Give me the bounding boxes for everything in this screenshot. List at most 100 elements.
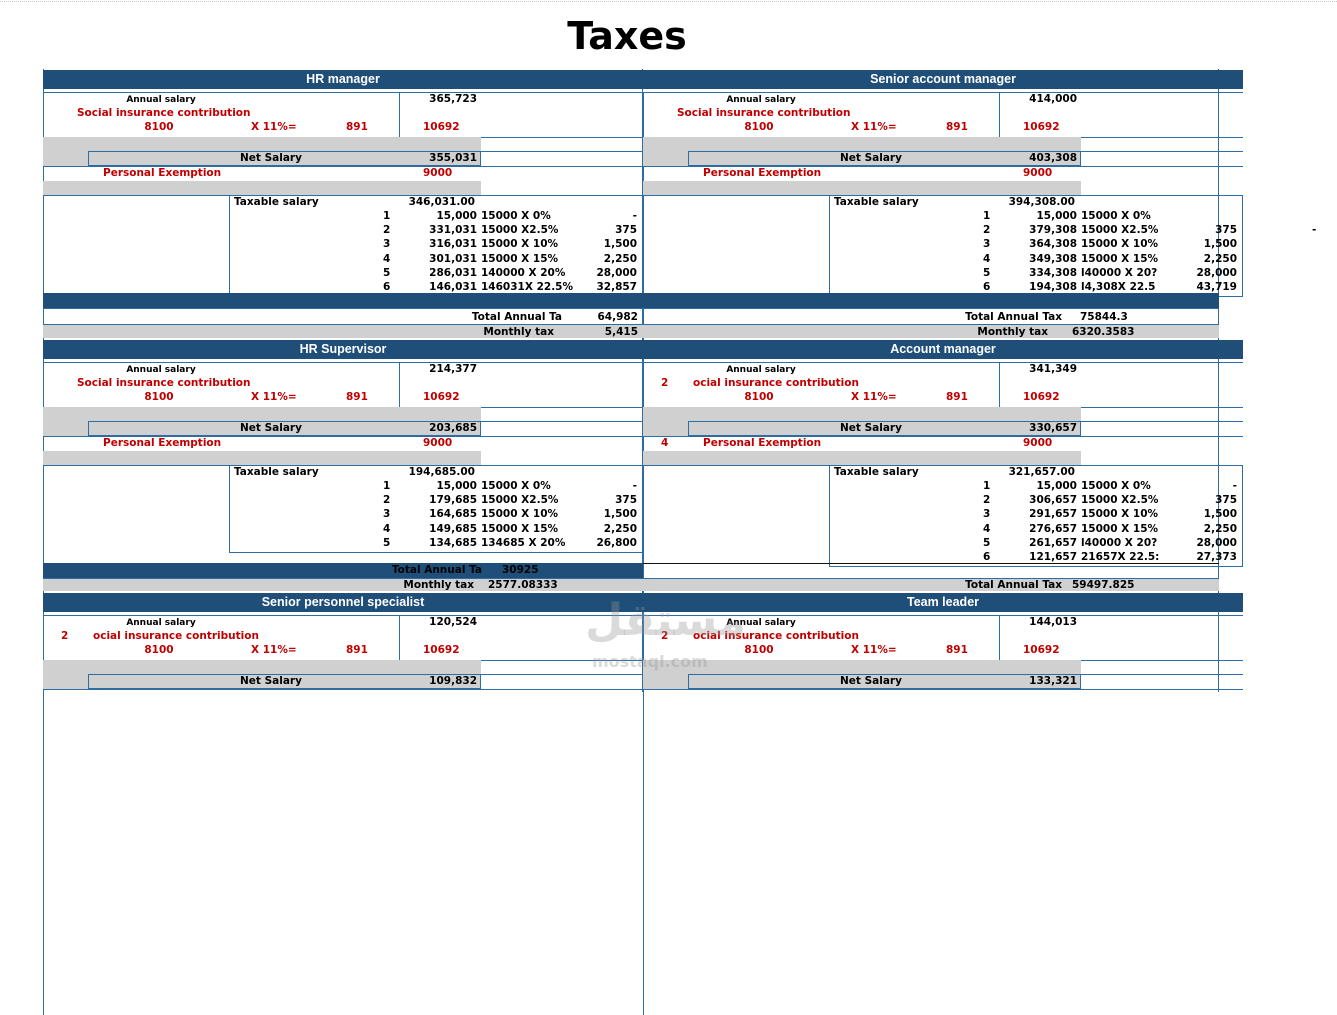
insurance-total[interactable]: 10692 [1023, 391, 1060, 403]
taxable-salary-value[interactable]: 346,031.00 [408, 196, 475, 208]
bracket-balance[interactable]: 164,685 [429, 508, 477, 521]
annual-salary-label[interactable]: Annual salary [726, 618, 796, 628]
row-number[interactable]: 4 [661, 437, 669, 449]
insurance-base[interactable]: 8100 [744, 121, 774, 133]
total-annual-tax-label[interactable]: Total Annual Tax [965, 311, 1062, 323]
bracket-formula[interactable]: 134685 X 20% [481, 536, 566, 549]
block-header-senior_account_manager[interactable]: Senior account manager [643, 70, 1243, 89]
bracket-formula[interactable]: 146031X 22.5% [481, 281, 574, 293]
bracket-number[interactable]: 6 [383, 281, 391, 293]
insurance-rate[interactable]: X 11%= [251, 391, 297, 403]
bracket-balance[interactable]: 179,685 [429, 494, 477, 507]
annual-salary-value[interactable]: 214,377 [429, 363, 477, 375]
insurance-base[interactable]: 8100 [744, 391, 774, 403]
bracket-formula[interactable]: 15000 X 10% [1081, 508, 1159, 521]
insurance-rate[interactable]: X 11%= [251, 644, 297, 656]
bracket-balance[interactable]: 146,031 [429, 281, 477, 293]
insurance-base[interactable]: 8100 [144, 391, 174, 403]
taxable-salary-value[interactable]: 394,308.00 [1008, 196, 1075, 208]
bracket-formula[interactable]: 15000 X 0% [481, 210, 551, 222]
social-insurance-label[interactable]: Social insurance contribution [677, 107, 851, 119]
bracket-number[interactable]: 4 [383, 252, 391, 265]
insurance-amount[interactable]: 891 [346, 391, 368, 403]
social-insurance-label[interactable]: ocial insurance contribution [693, 630, 859, 642]
exemption-value[interactable]: 9000 [423, 437, 453, 449]
bracket-number[interactable]: 2 [383, 224, 391, 237]
taxable-salary-label[interactable]: Taxable salary [234, 196, 319, 208]
bracket-balance[interactable]: 261,657 [1029, 536, 1077, 549]
bracket-formula[interactable]: 15000 X 10% [481, 508, 559, 521]
row-number[interactable]: 2 [661, 630, 669, 642]
taxable-salary-value[interactable]: 194,685.00 [408, 466, 475, 478]
annual-salary-value[interactable]: 120,524 [429, 616, 477, 628]
bracket-tax[interactable]: 2,250 [1203, 252, 1237, 265]
net-salary-value[interactable]: 203,685 [429, 422, 477, 434]
insurance-amount[interactable]: 891 [946, 644, 968, 656]
bracket-number[interactable]: 4 [383, 522, 391, 535]
bracket-tax[interactable]: 1,500 [1203, 508, 1237, 521]
net-salary-label[interactable]: Net Salary [240, 152, 302, 164]
bracket-formula[interactable]: 15000 X2.5% [1081, 224, 1159, 237]
bracket-balance[interactable]: 306,657 [1029, 494, 1077, 507]
bracket-balance[interactable]: 15,000 [436, 480, 477, 492]
total-annual-tax-value[interactable]: 59497.825 [1072, 579, 1135, 591]
net-salary-label[interactable]: Net Salary [240, 422, 302, 434]
net-salary-value[interactable]: 330,657 [1029, 422, 1077, 434]
bracket-balance[interactable]: 134,685 [429, 536, 477, 549]
bracket-number[interactable]: 3 [983, 238, 991, 251]
net-salary-label[interactable]: Net Salary [240, 675, 302, 687]
insurance-amount[interactable]: 891 [946, 391, 968, 403]
row-number[interactable]: 2 [661, 377, 669, 389]
bracket-balance[interactable]: 316,031 [429, 238, 477, 251]
bracket-number[interactable]: 6 [983, 551, 991, 563]
total-annual-tax-value[interactable]: 75844.3 [1080, 311, 1128, 323]
personal-exemption-label[interactable]: Personal Exemption [703, 437, 822, 449]
bracket-number[interactable]: 1 [983, 210, 991, 222]
bracket-tax[interactable]: - [632, 210, 637, 222]
bracket-number[interactable]: 5 [383, 536, 391, 549]
net-salary-value[interactable]: 355,031 [429, 152, 477, 164]
monthly-tax-value[interactable]: 2577.08333 [488, 579, 558, 591]
bracket-tax[interactable]: 1,500 [603, 238, 637, 251]
taxable-salary-value[interactable]: 321,657.00 [1008, 466, 1075, 478]
bracket-tax[interactable]: 2,250 [603, 252, 637, 265]
bracket-formula[interactable]: 15000 X 0% [481, 480, 551, 492]
total-annual-tax-label[interactable]: Total Annual Tax [965, 579, 1062, 591]
bracket-number[interactable]: 5 [983, 536, 991, 549]
bracket-balance[interactable]: 291,657 [1029, 508, 1077, 521]
bracket-tax[interactable]: 28,000 [1196, 266, 1237, 279]
insurance-total[interactable]: 10692 [1023, 644, 1060, 656]
insurance-rate[interactable]: X 11%= [851, 121, 897, 133]
bracket-number[interactable]: 6 [983, 281, 991, 293]
net-salary-value[interactable]: 109,832 [429, 675, 477, 687]
block-header-team_leader[interactable]: Team leader [643, 593, 1243, 612]
bracket-number[interactable]: 2 [983, 494, 991, 507]
bracket-tax[interactable]: 2,250 [603, 522, 637, 535]
bracket-formula[interactable]: 21657X 22.5: [1081, 551, 1160, 563]
bracket-tax[interactable]: 28,000 [1196, 536, 1237, 549]
insurance-rate[interactable]: X 11%= [851, 391, 897, 403]
bracket-balance[interactable]: 334,308 [1029, 266, 1077, 279]
monthly-tax-label[interactable]: Monthly tax [403, 579, 474, 591]
taxable-salary-label[interactable]: Taxable salary [834, 466, 919, 478]
bracket-balance[interactable]: 349,308 [1029, 252, 1077, 265]
annual-salary-value[interactable]: 414,000 [1029, 93, 1077, 105]
annual-salary-value[interactable]: 365,723 [429, 93, 477, 105]
bracket-balance[interactable]: 379,308 [1029, 224, 1077, 237]
bracket-formula[interactable]: 15000 X 10% [1081, 238, 1159, 251]
bracket-number[interactable]: 2 [983, 224, 991, 237]
monthly-tax-value[interactable]: 5,415 [604, 326, 638, 338]
bracket-tax[interactable]: 375 [1215, 224, 1237, 237]
annual-salary-label[interactable]: Annual salary [726, 95, 796, 105]
bracket-tax[interactable]: 43,719 [1196, 281, 1237, 293]
insurance-amount[interactable]: 891 [946, 121, 968, 133]
bracket-balance[interactable]: 194,308 [1029, 281, 1077, 293]
bracket-formula[interactable]: 140000 X 20% [481, 266, 566, 279]
bracket-tax[interactable]: - [1232, 480, 1237, 492]
bracket-formula[interactable]: 15000 X 0% [1081, 210, 1151, 222]
total-annual-tax-value[interactable]: 30925 [502, 564, 539, 576]
bracket-number[interactable]: 3 [983, 508, 991, 521]
exemption-value[interactable]: 9000 [1023, 437, 1053, 449]
bracket-tax[interactable]: 27,373 [1196, 551, 1237, 563]
bracket-tax[interactable]: 375 [615, 224, 637, 237]
